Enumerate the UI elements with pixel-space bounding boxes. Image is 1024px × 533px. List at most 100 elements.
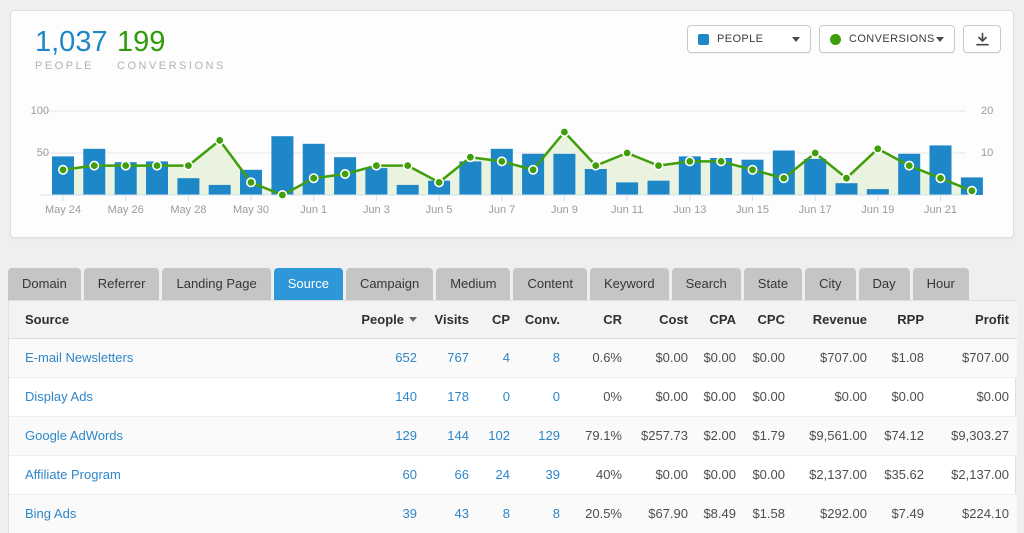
cell-visits[interactable]: 66 [417,455,469,495]
conversions-point[interactable] [872,143,883,154]
conversions-point[interactable] [841,173,852,184]
people-bar[interactable] [177,178,200,195]
tab-campaign[interactable]: Campaign [345,268,434,300]
tab-keyword[interactable]: Keyword [590,268,669,300]
column-header-cp[interactable]: CP [469,301,510,339]
conversions-point[interactable] [528,164,539,175]
conversions-point[interactable] [496,156,507,167]
cell-people[interactable]: 39 [339,494,417,533]
column-header-cr[interactable]: CR [560,301,622,339]
source-link[interactable]: Affiliate Program [9,455,339,495]
source-link[interactable]: E-mail Newsletters [9,338,339,378]
conversions-point[interactable] [653,160,664,171]
people-bar[interactable] [459,161,482,195]
conversions-series-dropdown[interactable]: CONVERSIONS [819,25,955,53]
people-bar[interactable] [396,184,419,195]
conversions-point[interactable] [684,156,695,167]
column-header-visits[interactable]: Visits [417,301,469,339]
source-link[interactable]: Google AdWords [9,416,339,456]
column-header-profit[interactable]: Profit [924,301,1017,339]
tab-hour[interactable]: Hour [912,268,969,300]
people-bar[interactable] [302,143,325,195]
column-header-revenue[interactable]: Revenue [785,301,867,339]
source-link[interactable]: Bing Ads [9,494,339,533]
tab-state[interactable]: State [743,268,803,300]
conversions-point[interactable] [246,177,257,188]
cell-conv[interactable]: 39 [510,455,560,495]
people-bar[interactable] [365,168,388,195]
conversions-point[interactable] [778,173,789,184]
column-header-cpc[interactable]: CPC [736,301,785,339]
tab-source[interactable]: Source [273,268,343,300]
people-bar[interactable] [428,180,451,195]
conversions-point[interactable] [183,160,194,171]
conversions-point[interactable] [402,160,413,171]
tab-referrer[interactable]: Referrer [83,268,160,300]
conversions-point[interactable] [747,164,758,175]
column-header-conv[interactable]: Conv. [510,301,560,339]
conversions-point[interactable] [716,156,727,167]
people-bar[interactable] [83,148,106,195]
people-bar[interactable] [553,153,576,195]
people-bar[interactable] [866,189,889,195]
people-bar[interactable] [929,145,952,195]
cell-people[interactable]: 129 [339,416,417,456]
people-bar[interactable] [584,169,607,195]
conversions-point[interactable] [152,160,163,171]
people-bar[interactable] [804,158,827,195]
conversions-point[interactable] [434,177,445,188]
download-button[interactable] [963,25,1001,53]
tab-city[interactable]: City [805,268,856,300]
conversions-point[interactable] [465,152,476,163]
conversions-point[interactable] [810,147,821,158]
conversions-point[interactable] [590,160,601,171]
cell-conv[interactable]: 129 [510,416,560,456]
conversions-point[interactable] [935,173,946,184]
conversions-point[interactable] [214,135,225,146]
conversions-point[interactable] [371,160,382,171]
people-bar[interactable] [772,150,795,196]
cell-people[interactable]: 60 [339,455,417,495]
tab-landing-page[interactable]: Landing Page [162,268,271,300]
people-bar[interactable] [647,180,670,195]
people-bar[interactable] [146,161,168,195]
column-header-rpp[interactable]: RPP [867,301,924,339]
conversions-point[interactable] [559,126,570,137]
conversions-point[interactable] [57,164,68,175]
cell-people[interactable]: 652 [339,338,417,378]
column-header-cost[interactable]: Cost [622,301,688,339]
cell-conv[interactable]: 8 [510,338,560,378]
cell-cp[interactable]: 0 [469,377,510,417]
conversions-point[interactable] [966,185,977,196]
cell-cp[interactable]: 24 [469,455,510,495]
people-bar[interactable] [710,158,733,195]
cell-visits[interactable]: 43 [417,494,469,533]
conversions-point[interactable] [120,160,131,171]
cell-people[interactable]: 140 [339,377,417,417]
people-bar[interactable] [835,183,858,195]
people-bar[interactable] [208,184,231,195]
conversions-point[interactable] [904,160,915,171]
people-series-dropdown[interactable]: PEOPLE [687,25,811,53]
cell-cp[interactable]: 8 [469,494,510,533]
people-bar[interactable] [52,156,74,195]
column-header-cpa[interactable]: CPA [688,301,736,339]
people-bar[interactable] [114,162,137,195]
people-bar[interactable] [898,153,921,195]
conversions-point[interactable] [89,160,100,171]
column-header-people[interactable]: People [339,301,417,339]
cell-conv[interactable]: 8 [510,494,560,533]
conversions-point[interactable] [340,169,351,180]
cell-cp[interactable]: 4 [469,338,510,378]
people-bar[interactable] [616,182,639,195]
people-bar[interactable] [678,156,701,195]
people-bar[interactable] [490,148,513,195]
conversions-point[interactable] [277,190,288,201]
people-bar[interactable] [271,136,294,195]
cell-conv[interactable]: 0 [510,377,560,417]
cell-visits[interactable]: 144 [417,416,469,456]
tab-day[interactable]: Day [858,268,910,300]
tab-search[interactable]: Search [671,268,741,300]
conversions-point[interactable] [308,173,319,184]
source-link[interactable]: Display Ads [9,377,339,417]
